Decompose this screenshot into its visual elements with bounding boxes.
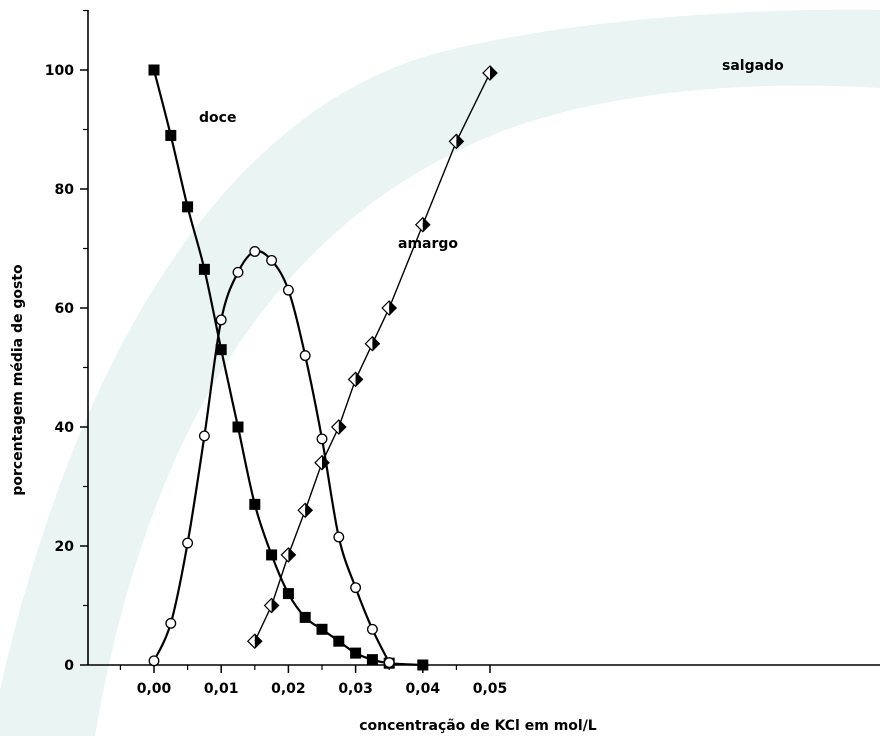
x-tick-label: 0,04 (406, 681, 441, 697)
data-point-salgado (347, 371, 364, 388)
x-tick-label: 0,05 (473, 681, 508, 697)
data-point-salgado (297, 502, 314, 519)
data-point-amargo (232, 266, 244, 278)
data-point-amargo (148, 655, 160, 667)
data-point-doce (316, 623, 328, 635)
y-tick-label: 20 (55, 539, 75, 555)
y-axis-label: porcentagem média de gosto (10, 264, 26, 496)
axes (87, 10, 880, 666)
data-point-amargo (266, 254, 278, 266)
x-tick-label: 0,01 (204, 681, 239, 697)
data-point-salgado (263, 597, 280, 614)
data-point-amargo (215, 314, 227, 326)
data-point-doce (333, 635, 345, 647)
x-tick-label: 0,03 (338, 681, 373, 697)
data-point-amargo (350, 582, 362, 594)
data-point-doce (198, 263, 210, 275)
y-tick-label: 60 (55, 301, 75, 317)
data-point-doce (266, 549, 278, 561)
y-tick-label: 80 (55, 182, 75, 198)
markers (148, 64, 498, 671)
data-point-salgado (314, 454, 330, 471)
data-point-doce (299, 611, 311, 623)
data-point-salgado (414, 216, 431, 233)
y-tick-label: 0 (64, 658, 74, 674)
series-label-doce: doce (199, 110, 236, 126)
ticks: 0,00 0,01 0,02 0,03 0,04 0,05 0 20 40 60 80 100 (45, 9, 508, 697)
x-axis-label: concentração de KCl em mol/L (359, 718, 597, 734)
data-point-salgado (280, 547, 297, 563)
background-watermark-arc (0, 9, 880, 736)
data-point-doce (148, 64, 160, 76)
data-point-doce (417, 659, 429, 671)
data-point-doce (232, 421, 244, 433)
y-tick-label: 100 (45, 63, 74, 79)
y-tick-label: 40 (55, 420, 75, 436)
data-point-doce (215, 344, 227, 356)
data-point-doce (182, 201, 194, 213)
data-point-amargo (383, 657, 395, 669)
data-point-doce (350, 647, 362, 659)
data-point-doce (282, 588, 294, 600)
series-label-salgado: salgado (722, 58, 784, 74)
data-point-amargo (165, 617, 177, 629)
data-point-amargo (366, 623, 378, 635)
data-point-salgado (448, 133, 465, 150)
data-point-salgado (482, 65, 498, 81)
series-line-salgado (254, 72, 491, 642)
data-point-amargo (198, 430, 210, 442)
data-point-salgado (364, 335, 381, 352)
data-point-doce (249, 498, 261, 510)
data-point-amargo (333, 531, 345, 543)
data-point-salgado (330, 419, 347, 435)
data-point-amargo (182, 537, 194, 549)
data-point-salgado (246, 633, 263, 650)
data-point-amargo (316, 433, 328, 445)
data-point-doce (165, 129, 177, 141)
x-tick-label: 0,00 (137, 681, 172, 697)
data-point-amargo (282, 284, 294, 296)
data-point-amargo (249, 246, 261, 257)
series-label-amargo: amargo (398, 236, 458, 252)
data-point-doce (366, 654, 378, 666)
data-point-salgado (381, 300, 398, 316)
x-tick-label: 0,02 (271, 681, 306, 697)
data-point-amargo (299, 350, 311, 362)
